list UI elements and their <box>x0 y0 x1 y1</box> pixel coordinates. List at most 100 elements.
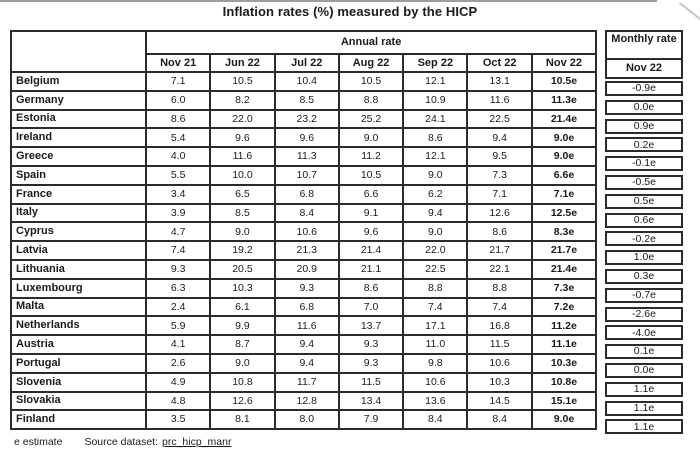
value-cell: 10.8e <box>530 371 598 393</box>
value-cell: 11.7 <box>273 371 340 393</box>
value-cell: 8.2 <box>209 89 276 111</box>
country-label: Belgium <box>10 71 147 92</box>
value-cell: 10.6 <box>402 371 469 393</box>
value-cell: 9.0e <box>530 409 598 431</box>
country-label: Luxembourg <box>10 277 147 299</box>
column-header-aug-22: Aug 22 <box>337 53 405 73</box>
value-cell: 9.3 <box>144 258 212 280</box>
value-cell: 5.5 <box>144 164 212 186</box>
value-cell: 8.8 <box>402 277 469 299</box>
monthly-value-cell: -0.2e <box>605 231 683 247</box>
value-cell: 12.5e <box>530 202 598 224</box>
column-header-nov-21: Nov 21 <box>144 53 212 73</box>
country-label: Estonia <box>10 108 147 130</box>
value-cell: 11.6 <box>209 146 276 167</box>
column-header-jul-22: Jul 22 <box>273 53 340 73</box>
value-cell: 10.3e <box>530 352 598 374</box>
monthly-rate-title: Monthly rate <box>607 32 681 60</box>
value-cell: 6.1 <box>209 296 276 318</box>
value-cell: 10.8 <box>209 371 276 393</box>
table-row: Slovakia 4.8 12.6 12.8 13.4 13.6 14.5 15.1e <box>10 390 598 412</box>
value-cell: 11.6 <box>466 89 533 111</box>
value-cell: 6.6 <box>337 183 405 205</box>
value-cell: 4.7 <box>144 221 212 243</box>
value-cell: 17.1 <box>402 315 469 337</box>
value-cell: 3.9 <box>144 202 212 224</box>
value-cell: 3.4 <box>144 183 212 205</box>
country-label: France <box>10 183 147 205</box>
value-cell: 9.0e <box>530 146 598 167</box>
value-cell: 9.3 <box>337 352 405 374</box>
value-cell: 10.7 <box>273 164 340 186</box>
value-cell: 11.5 <box>337 371 405 393</box>
value-cell: 12.8 <box>273 390 340 412</box>
monthly-rate-header: Monthly rate Nov 22 <box>605 30 683 79</box>
value-cell: 7.4 <box>466 296 533 318</box>
value-cell: 11.0 <box>402 334 469 355</box>
value-cell: 24.1 <box>402 108 469 130</box>
value-cell: 8.8 <box>466 277 533 299</box>
value-cell: 9.6 <box>337 221 405 243</box>
value-cell: 10.5e <box>530 71 598 92</box>
monthly-rate-panel: Monthly rate Nov 22 -0.9e 0.0e 0.9e 0.2e -0.… <box>605 30 683 438</box>
country-label: Ireland <box>10 127 147 149</box>
table-row: Netherlands 5.9 9.9 11.6 13.7 17.1 16.8 11.2e <box>10 315 598 337</box>
value-cell: 6.8 <box>273 183 340 205</box>
value-cell: 13.6 <box>402 390 469 412</box>
value-cell: 13.7 <box>337 315 405 337</box>
value-cell: 9.4 <box>466 127 533 149</box>
value-cell: 15.1e <box>530 390 598 412</box>
value-cell: 9.9 <box>209 315 276 337</box>
value-cell: 13.1 <box>466 71 533 92</box>
value-cell: 22.1 <box>466 258 533 280</box>
value-cell: 7.4 <box>144 240 212 261</box>
value-cell: 19.2 <box>209 240 276 261</box>
monthly-value-cell: 0.5e <box>605 193 683 209</box>
value-cell: 10.6 <box>273 221 340 243</box>
source-dataset-link[interactable]: prc_hicp_manr <box>162 436 232 448</box>
value-cell: 9.0 <box>402 164 469 186</box>
value-cell: 9.0 <box>209 221 276 243</box>
column-header-nov-22: Nov 22 <box>530 53 598 73</box>
value-cell: 6.8 <box>273 296 340 318</box>
table-row: Malta 2.4 6.1 6.8 7.0 7.4 7.4 7.2e <box>10 296 598 318</box>
value-cell: 20.9 <box>273 258 340 280</box>
value-cell: 21.7 <box>466 240 533 261</box>
value-cell: 9.0 <box>209 352 276 374</box>
value-cell: 8.7 <box>209 334 276 355</box>
monthly-value-cell: 1.0e <box>605 250 683 266</box>
value-cell: 20.5 <box>209 258 276 280</box>
value-cell: 6.5 <box>209 183 276 205</box>
value-cell: 11.2 <box>337 146 405 167</box>
table-row: Ireland 5.4 9.6 9.6 9.0 8.6 9.4 9.0e <box>10 127 598 149</box>
value-cell: 5.9 <box>144 315 212 337</box>
month-header-row: Nov 21 Jun 22 Jul 22 Aug 22 Sep 22 Oct 22 Nov … <box>11 53 598 73</box>
value-cell: 9.1 <box>337 202 405 224</box>
value-cell: 6.0 <box>144 89 212 111</box>
value-cell: 9.5 <box>466 146 533 167</box>
value-cell: 6.2 <box>402 183 469 205</box>
value-cell: 8.5 <box>273 89 340 111</box>
column-header-jun-22: Jun 22 <box>209 53 276 73</box>
value-cell: 7.2e <box>530 296 598 318</box>
value-cell: 9.0 <box>337 127 405 149</box>
value-cell: 8.4 <box>273 202 340 224</box>
value-cell: 12.1 <box>402 146 469 167</box>
table-row: Austria 4.1 8.7 9.4 9.3 11.0 11.5 11.1e <box>10 334 598 355</box>
value-cell: 13.4 <box>337 390 405 412</box>
value-cell: 6.3 <box>144 277 212 299</box>
value-cell: 7.4 <box>402 296 469 318</box>
annual-rate-header: Annual rate <box>144 30 598 55</box>
value-cell: 4.1 <box>144 334 212 355</box>
value-cell: 7.0 <box>337 296 405 318</box>
source-dataset-label: Source dataset: <box>84 436 158 448</box>
monthly-value-cell: 0.9e <box>605 118 683 134</box>
value-cell: 10.9 <box>402 89 469 111</box>
value-cell: 4.9 <box>144 371 212 393</box>
table-row: Spain 5.5 10.0 10.7 10.5 9.0 7.3 6.6e <box>10 164 598 186</box>
monthly-value-cell: 0.1e <box>605 344 683 360</box>
country-label: Slovakia <box>10 390 147 412</box>
value-cell: 21.7e <box>530 240 598 261</box>
value-cell: 9.4 <box>273 352 340 374</box>
value-cell: 9.6 <box>209 127 276 149</box>
